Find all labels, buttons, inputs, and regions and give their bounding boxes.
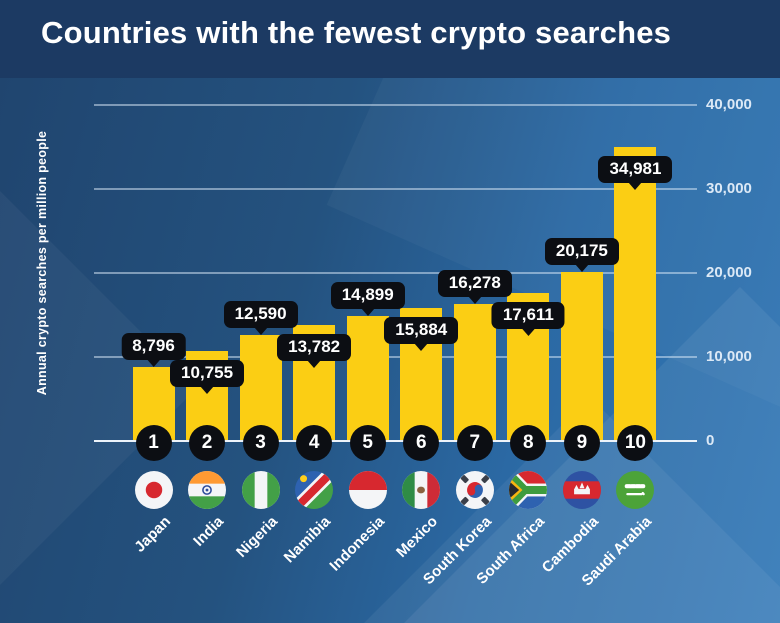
mexico-flag-icon [402, 471, 441, 509]
rank-badge: 5 [349, 425, 386, 461]
value-label: 16,278 [437, 270, 512, 297]
rank-badge: 1 [135, 425, 172, 461]
y-axis-tick-label: 30,000 [706, 180, 752, 197]
south-korea-flag-icon [455, 471, 494, 509]
cambodia-flag-icon [562, 471, 601, 509]
bar-south-korea [453, 304, 496, 441]
bar-saudi-arabia [614, 147, 657, 441]
bar-nigeria [239, 335, 282, 441]
nigeria-flag-icon [241, 471, 280, 509]
gridline [94, 272, 697, 274]
rank-badge: 8 [510, 425, 547, 461]
gridline [94, 356, 697, 358]
value-label: 12,590 [223, 301, 298, 328]
y-axis-tick-label: 10,000 [706, 348, 752, 365]
gridline [94, 104, 697, 106]
rank-badge: 6 [403, 425, 440, 461]
rank-badge: 7 [456, 425, 493, 461]
y-axis-tick-label: 20,000 [706, 264, 752, 281]
rank-badge: 2 [189, 425, 226, 461]
india-flag-icon [188, 471, 227, 509]
rank-badge: 3 [242, 425, 279, 461]
value-label: 14,899 [330, 282, 405, 309]
value-label: 20,175 [544, 238, 619, 265]
bar-cambodia [560, 272, 603, 441]
rank-badge: 10 [617, 425, 654, 461]
bar-indonesia [346, 316, 389, 441]
rank-badge: 4 [296, 425, 333, 461]
value-label: 10,755 [170, 360, 245, 387]
value-label: 13,782 [277, 334, 352, 361]
header-band: Countries with the fewest crypto searche… [0, 0, 780, 78]
south-africa-flag-icon [509, 471, 548, 509]
value-label: 17,611 [491, 302, 565, 329]
japan-flag-icon [134, 471, 173, 509]
gridline [94, 188, 697, 190]
saudi-arabia-flag-icon [616, 471, 655, 509]
value-label: 15,884 [384, 317, 459, 344]
page-title: Countries with the fewest crypto searche… [41, 15, 672, 50]
namibia-flag-icon [295, 471, 334, 509]
value-label: 34,981 [598, 156, 673, 183]
value-label: 8,796 [121, 333, 186, 360]
x-axis-line [94, 439, 697, 443]
indonesia-flag-icon [348, 471, 387, 509]
y-axis-tick-label: 40,000 [706, 96, 752, 113]
rank-badge: 9 [563, 425, 600, 461]
y-axis-tick-label: 0 [706, 432, 715, 449]
country-label: Japan [130, 513, 174, 556]
